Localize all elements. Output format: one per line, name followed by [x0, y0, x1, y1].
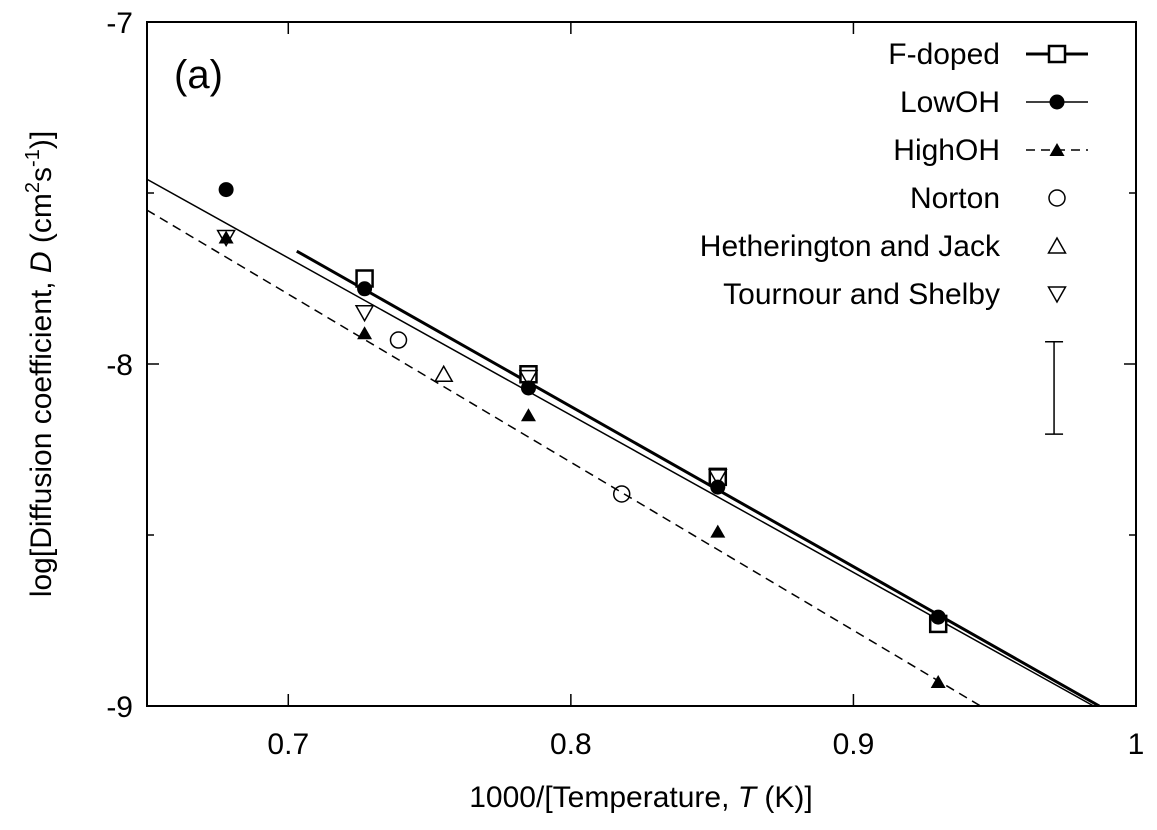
legend-label: Hetherington and Jack [700, 230, 1001, 263]
legend-marker [1048, 189, 1066, 207]
data-point [216, 229, 236, 247]
y-tick-label: -9 [106, 691, 133, 724]
x-tick-label: 1 [1128, 728, 1145, 761]
legend: F-doped LowOH HighOH Norton Hetherington and… [700, 38, 1088, 311]
fit-line [296, 249, 1101, 706]
data-point [389, 331, 408, 349]
legend-marker [1047, 236, 1067, 254]
axis-ticks: 0.7 0.8 0.9 1 -7 -8 -9 [106, 7, 1144, 761]
data-point [930, 675, 946, 689]
y-axis-label: log[Diffusion coefficient, D (cm2s-1)] [22, 131, 58, 597]
x-tick-label: 0.9 [833, 728, 875, 761]
legend-marker [1049, 143, 1065, 156]
data-point [612, 485, 631, 503]
fit-line [147, 209, 981, 706]
legend-label: Norton [910, 182, 1000, 215]
data-point [520, 380, 536, 396]
x-axis-label: 1000/[Temperature, T (K)] [469, 781, 813, 814]
legend-label: Tournour and Shelby [723, 278, 1000, 311]
legend-label: F-doped [888, 38, 1000, 71]
data-point [518, 369, 539, 388]
y-tick-label: -7 [106, 7, 133, 40]
data-point [710, 524, 726, 538]
x-tick-label: 0.7 [267, 728, 309, 761]
data-point [519, 365, 538, 384]
data-point [520, 408, 536, 422]
x-tick-label: 0.8 [550, 728, 592, 761]
data-point [930, 609, 946, 625]
legend-label: HighOH [893, 134, 1000, 167]
data-point [708, 469, 728, 487]
panel-label: (a) [174, 53, 223, 97]
legend-marker [1047, 44, 1067, 64]
plot-frame [146, 21, 1137, 707]
data-point [433, 364, 454, 383]
data-point [218, 182, 234, 198]
error-bar [1045, 341, 1064, 435]
y-tick-label: -8 [106, 349, 133, 382]
data-point [354, 304, 375, 323]
data-markers [216, 182, 948, 689]
data-point [357, 281, 373, 297]
legend-marker [1047, 286, 1067, 304]
legend-marker [1049, 94, 1065, 110]
data-point [357, 326, 373, 340]
legend-label: LowOH [900, 86, 1000, 119]
data-point [710, 479, 726, 495]
